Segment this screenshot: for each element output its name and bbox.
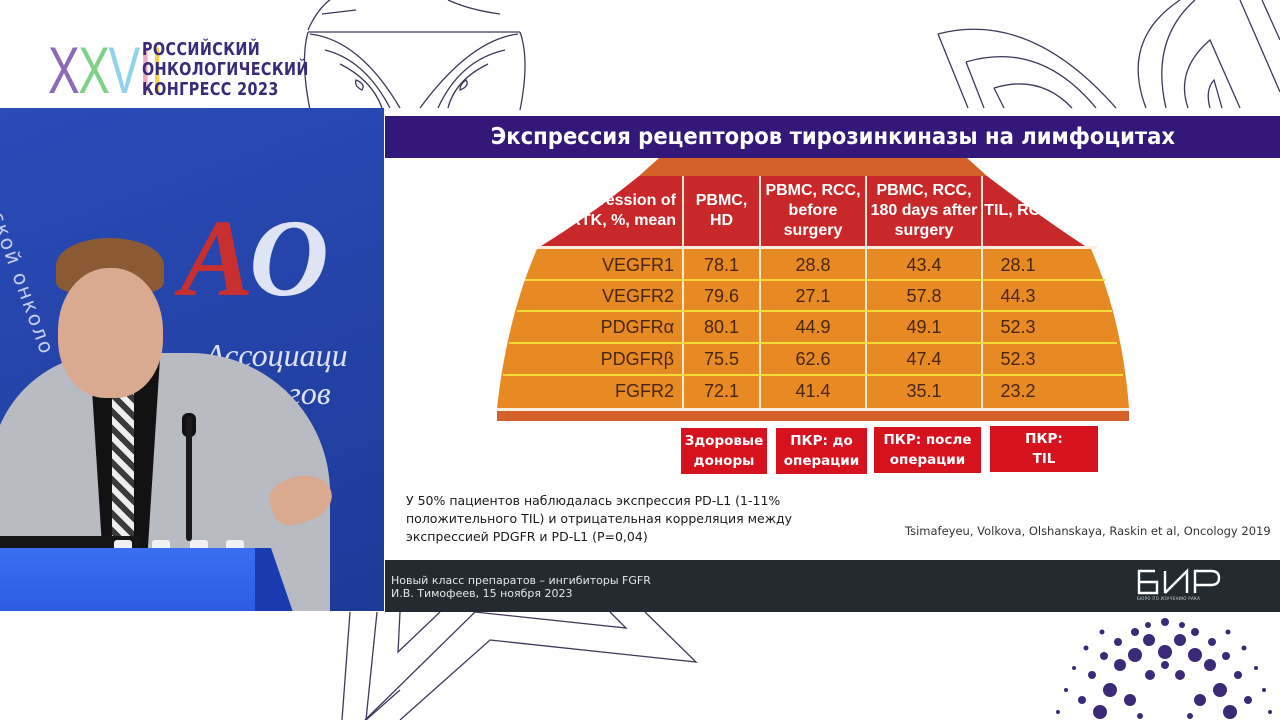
table-cell: 49.1 [906,316,942,337]
speaker-tie [112,393,134,543]
legend-rcc-before-surgery: ПКР: до операции [776,428,867,474]
speaker-video[interactable]: ской онколо АО Ассоциаци кологов оссии [0,108,384,611]
row-divider [525,279,1105,281]
legend-rcc-til: ПКР: TIL [990,426,1098,472]
row-divider [503,374,1123,376]
row-label-vegfr2: VEGFR2 [601,285,674,306]
slide-title-bar: Экспрессия рецепторов тирозинкиназы на л… [385,116,1280,158]
speaker-head [58,268,163,398]
footer-topic: Новый класс препаратов – ингибиторы FGFR [391,574,651,587]
table-cell: 43.4 [906,254,942,275]
table-cell: 52.3 [1000,316,1036,337]
backdrop-arc-text: ской онколо [0,208,60,359]
pd-l1-note: У 50% пациентов наблюдалась экспрессия P… [406,493,793,544]
row-divider [517,310,1112,312]
table-cell: 47.4 [906,348,942,369]
logo-letter-a: А [180,197,250,319]
numeral-char: I [150,33,164,107]
citation: Tsimafeyeu, Volkova, Olshanskaya, Raskin… [905,524,1271,538]
table-cell: 79.6 [703,285,740,306]
congress-line-1: РОССИЙСКИЙ [142,40,261,60]
slide-title: Экспрессия рецепторов тирозинкиназы на л… [490,124,1175,150]
column-divider [682,176,684,408]
row-label-vegfr1: VEGFR1 [601,254,674,275]
table-cell: 72.1 [703,380,740,401]
laptop [0,536,140,550]
column-divider [981,176,983,408]
table-cell: 41.4 [795,380,831,401]
slide-footer: Новый класс препаратов – ингибиторы FGFR… [385,560,1280,612]
table-cell: 62.6 [795,348,831,369]
dome-background [497,158,1129,421]
microphone-stand [186,416,192,541]
table-cell: 28.1 [1000,254,1036,275]
bottle [114,540,132,550]
table-cell: 35.1 [906,380,942,401]
table-cell: 27.1 [795,285,831,306]
table-cell: 52.3 [1000,348,1036,369]
row-divider [509,342,1117,344]
roman-numeral-xxvii: X X V I I [48,33,164,107]
logo-letter-o: О [249,197,329,319]
table-cell: 57.8 [906,285,942,306]
numeral-char: V [108,33,141,107]
header-pbmc-hd: PBMC, HD [695,192,748,229]
footer-author-date: И.В. Тимофеев, 15 ноября 2023 [391,587,573,600]
numeral-char: I [138,33,152,107]
bottle [226,540,244,550]
presentation-slide: Экспрессия рецепторов тирозинкиназы на л… [385,116,1280,612]
rtk-expression-table: Expression of RTK, %, mean PBMC, HD PBMC… [497,158,1129,421]
row-label-pdgfrb: PDGFRβ [600,348,674,369]
header-expression: Expression of RTK, %, mean [569,192,676,229]
column-divider [759,176,761,408]
numeral-char: X [78,33,110,107]
podium [0,548,260,611]
table-cell: 80.1 [703,316,740,337]
row-label-fgfr2: FGFR2 [614,380,674,401]
legend-healthy-donors: Здоровые доноры [681,428,767,474]
congress-logo: X X V I I РОССИЙСКИЙ ОНКОЛОГИЧЕСКИЙ КОНГ… [48,33,345,107]
column-divider [865,176,867,408]
bir-logo-subtitle: БЮРО ПО ИЗУЧЕНИЮ РАКА [1137,596,1201,601]
footer-text: Новый класс препаратов – ингибиторы FGFR… [391,574,651,600]
header-pbmc-rcc-after: PBMC, RCC, 180 days after surgery [870,182,978,239]
bir-logo-icon [1137,568,1221,595]
table-cell: 75.5 [703,348,740,369]
aoo-backdrop-logo: АО [180,203,329,313]
table-cell: 78.1 [703,254,740,275]
row-label-pdgfra: PDGFRα [600,316,674,337]
legend-rcc-after-surgery: ПКР: после операции [874,427,981,473]
table-cell: 23.2 [1000,380,1036,401]
bottle [152,540,170,550]
header-pbmc-rcc-before: PBMC, RCC, before surgery [765,182,861,239]
table-cell: 44.9 [795,316,831,337]
header-til-rcc: TIL, RCC [984,202,1052,219]
numeral-char: X [48,33,80,107]
bottle [190,540,208,550]
congress-line-2: ОНКОЛОГИЧЕСКИЙ [142,60,309,80]
table-cell: 44.3 [1000,285,1036,306]
congress-name: РОССИЙСКИЙ ОНКОЛОГИЧЕСКИЙ КОНГРЕСС 2023 [142,40,309,100]
congress-line-3: КОНГРЕСС 2023 [142,80,279,100]
table-cell: 28.8 [795,254,831,275]
